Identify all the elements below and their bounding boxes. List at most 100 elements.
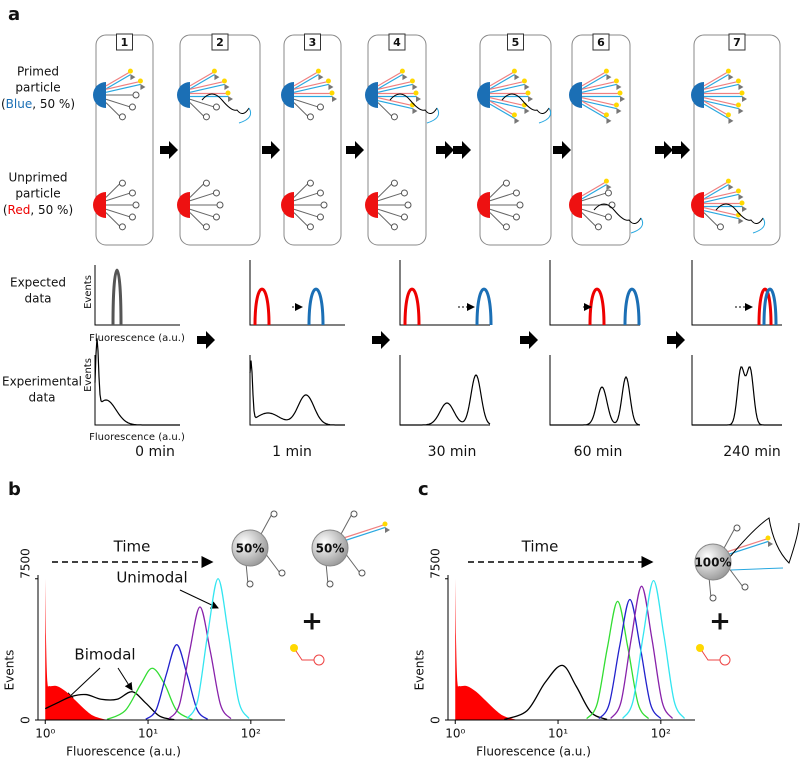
fluorophore: [382, 521, 388, 527]
strand: [703, 97, 739, 107]
particle: [365, 82, 378, 108]
hairpin-loop: [118, 223, 126, 231]
strand: [489, 100, 515, 116]
quencher: [606, 117, 612, 124]
particle: [569, 82, 582, 108]
hairpin-loop: [390, 179, 398, 187]
strand: [105, 80, 141, 90]
strand: [489, 97, 525, 107]
fluorophore: [696, 644, 704, 652]
strand: [293, 74, 319, 90]
hairpin-loop: [216, 201, 224, 209]
mini-axes: [249, 355, 345, 426]
hairpin-loop: [326, 580, 334, 588]
hairpin-loop: [709, 594, 717, 602]
strand: [703, 212, 719, 228]
strand: [489, 71, 515, 87]
step-number: 5: [512, 36, 520, 49]
text-part: (: [3, 203, 8, 217]
strand: [293, 102, 309, 118]
hairpin-loop: [719, 654, 731, 666]
step-arrow: [667, 331, 685, 349]
time-label: 30 min: [428, 444, 477, 460]
particle-ball: [694, 543, 732, 581]
free-strand: [728, 517, 800, 564]
annotation: Unimodal: [116, 569, 187, 587]
fluorophore: [127, 68, 133, 74]
hairpin-loop: [278, 569, 286, 577]
quencher: [524, 108, 530, 115]
expected-peak: [757, 287, 773, 326]
mini-axes: [549, 260, 640, 326]
y-axis-label: Events: [3, 650, 17, 691]
fluorophore: [613, 102, 619, 108]
fluorophore: [725, 178, 731, 184]
step-number-box: [507, 33, 524, 51]
strand: [489, 182, 505, 198]
strand: [581, 80, 617, 90]
step-number-box: [728, 33, 746, 51]
fluorophore: [613, 78, 619, 84]
strand: [703, 100, 739, 110]
quencher: [738, 108, 744, 115]
particle: [177, 192, 190, 218]
hairpin-loop: [741, 583, 749, 591]
hairpin-loop: [212, 213, 220, 221]
hairpin-loop: [306, 113, 314, 121]
fluorophore: [735, 102, 741, 108]
line-series: [145, 644, 209, 720]
free-strand: [238, 107, 252, 124]
badge: 100%: [694, 556, 731, 570]
free-strand: [426, 107, 440, 124]
hairpin-loop: [320, 201, 328, 209]
row-labels: Primed particle (Blue, 50 %) Unprimed pa…: [1, 65, 82, 405]
quencher: [606, 184, 612, 191]
free-strand: [630, 217, 644, 234]
strand: [189, 102, 205, 118]
strand: [189, 192, 215, 202]
strand: [264, 552, 281, 574]
quencher: [728, 184, 734, 191]
quencher: [514, 117, 520, 124]
hairpin-loop: [313, 654, 325, 666]
quencher: [728, 117, 734, 124]
strand: [489, 80, 525, 90]
strand: [489, 103, 515, 119]
hairpin-loop: [132, 201, 140, 209]
particle: [93, 192, 106, 218]
fluorophore: [221, 78, 227, 84]
row-label: Expected: [10, 276, 66, 290]
strand: [259, 513, 273, 537]
hairpin-loop: [118, 179, 126, 187]
fluorophore: [329, 90, 335, 96]
strand: [189, 83, 225, 93]
strand: [377, 74, 403, 90]
strand: [293, 83, 329, 93]
x-tick-label: 10¹: [548, 727, 568, 741]
strand: [293, 208, 319, 218]
step-arrow: [655, 141, 673, 159]
fluorophore: [735, 78, 741, 84]
annotation: Time: [113, 538, 151, 556]
quencher: [768, 541, 773, 547]
strand: [377, 208, 403, 218]
annotation: Bimodal: [74, 646, 135, 664]
expected-peak: [762, 287, 778, 326]
hairpin-loop: [316, 213, 324, 221]
fluorophore: [739, 90, 745, 96]
row-label: particle: [15, 81, 60, 95]
mini-axes: [549, 355, 640, 426]
mini-axes: [399, 260, 490, 326]
strand: [377, 100, 413, 110]
quencher: [412, 83, 418, 90]
strand: [377, 80, 413, 90]
step-arrow: [346, 141, 364, 159]
strand: [703, 207, 739, 217]
x-tick-label: 10⁰: [445, 727, 465, 741]
strand: [189, 212, 205, 228]
text-part: , 50 %): [30, 203, 73, 217]
fluorophore: [211, 68, 217, 74]
fluorophore: [525, 90, 531, 96]
pointer: [65, 667, 101, 701]
step-number-box: [116, 33, 133, 51]
